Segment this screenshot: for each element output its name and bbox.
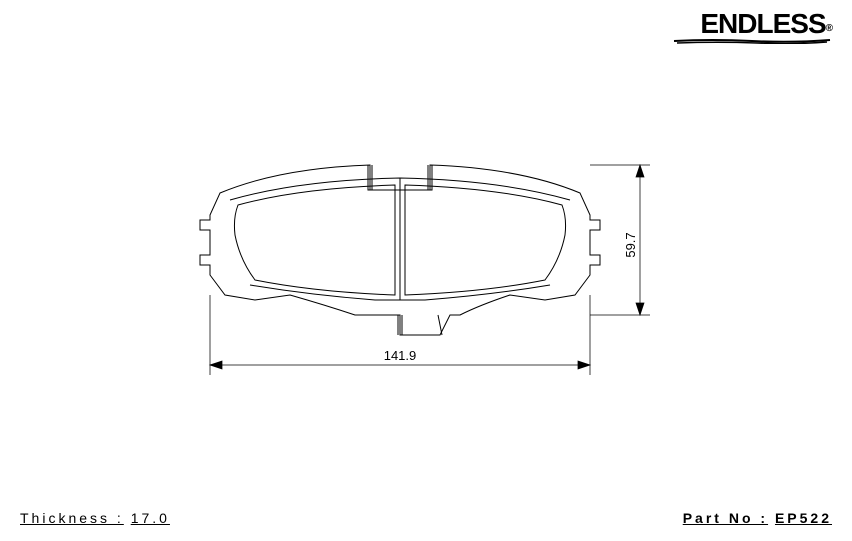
technical-drawing: 141.9 59.7 [150, 100, 700, 400]
logo-underline [672, 38, 832, 44]
thickness-key: Thickness : [20, 510, 124, 526]
thickness-value: 17.0 [131, 510, 170, 526]
partno-value: EP522 [775, 510, 832, 526]
partno-key: Part No : [683, 510, 768, 526]
bottom-label-row: Thickness : 17.0 Part No : EP522 [0, 510, 852, 526]
height-dimension [590, 165, 650, 315]
partno-label: Part No : EP522 [683, 510, 832, 526]
brake-pad-shape [200, 165, 600, 335]
brand-logo: ENDLESS® [700, 8, 832, 40]
height-value: 59.7 [623, 232, 638, 257]
brand-name: ENDLESS [700, 8, 825, 39]
thickness-label: Thickness : 17.0 [20, 510, 170, 526]
registered-mark: ® [826, 23, 832, 34]
width-value: 141.9 [384, 348, 417, 363]
